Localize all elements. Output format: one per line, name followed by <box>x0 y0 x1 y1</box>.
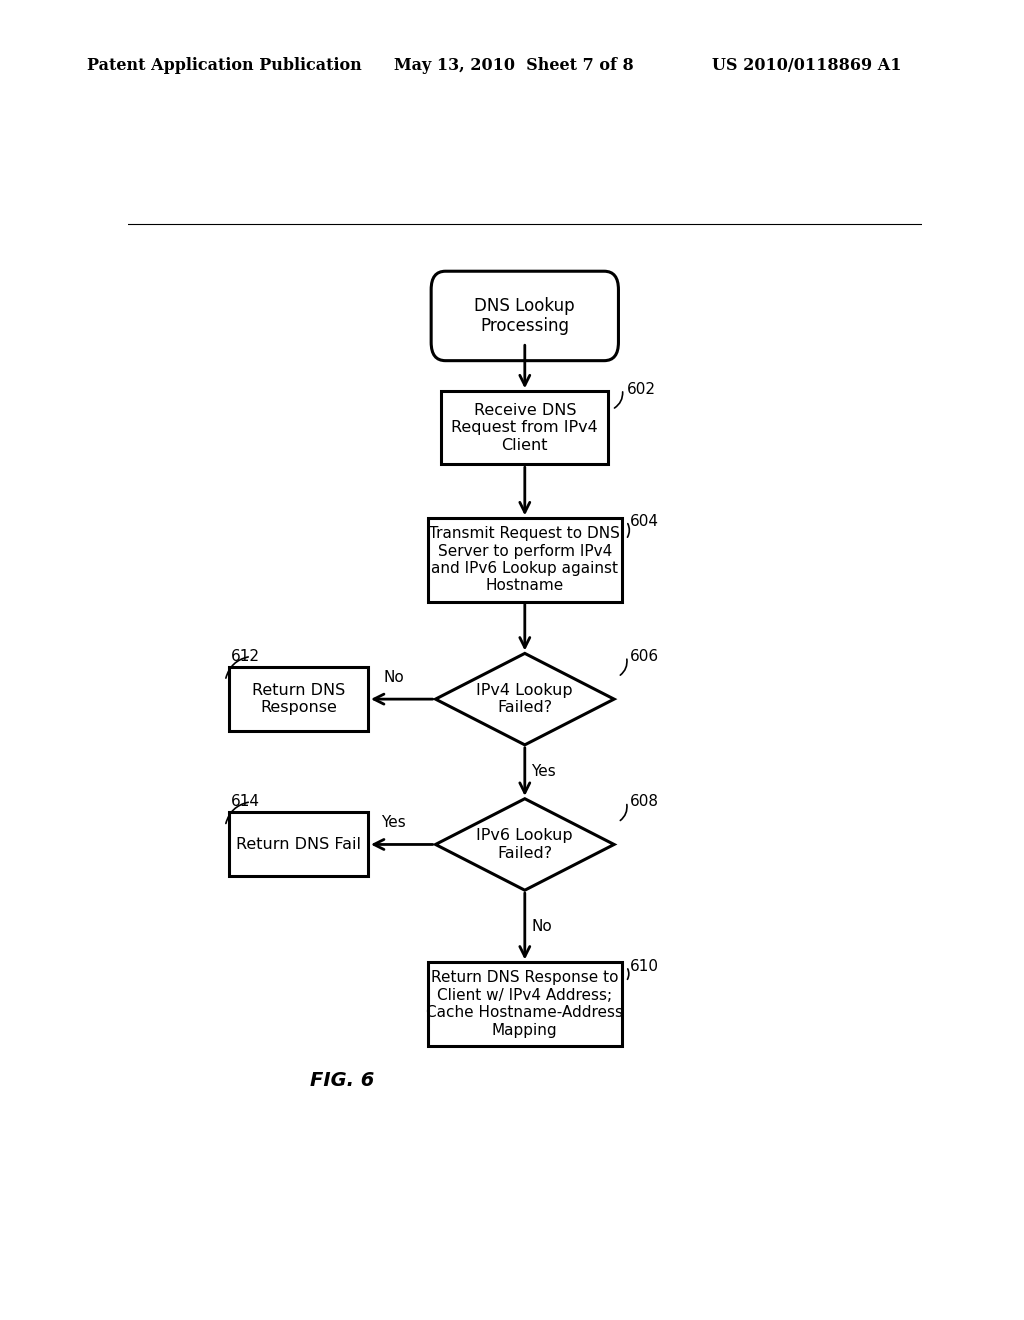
Text: 604: 604 <box>631 513 659 529</box>
Bar <box>428 519 622 602</box>
Text: 606: 606 <box>631 649 659 664</box>
Text: IPv6 Lookup
Failed?: IPv6 Lookup Failed? <box>476 828 573 861</box>
Text: No: No <box>531 919 552 933</box>
Text: Return DNS Fail: Return DNS Fail <box>237 837 361 851</box>
Polygon shape <box>435 799 614 890</box>
Text: Yes: Yes <box>531 764 556 779</box>
Text: No: No <box>383 669 404 685</box>
Text: 612: 612 <box>231 649 260 664</box>
Bar <box>428 962 622 1045</box>
Text: US 2010/0118869 A1: US 2010/0118869 A1 <box>712 58 901 74</box>
Text: DNS Lookup
Processing: DNS Lookup Processing <box>474 297 575 335</box>
Text: Receive DNS
Request from IPv4
Client: Receive DNS Request from IPv4 Client <box>452 403 598 453</box>
Text: Patent Application Publication: Patent Application Publication <box>87 58 361 74</box>
Text: 614: 614 <box>231 795 260 809</box>
Text: Return DNS
Response: Return DNS Response <box>252 682 345 715</box>
Bar <box>229 812 368 876</box>
Polygon shape <box>435 653 614 744</box>
FancyBboxPatch shape <box>431 271 618 360</box>
Bar <box>441 391 608 465</box>
Text: Transmit Request to DNS
Server to perform IPv4
and IPv6 Lookup against
Hostname: Transmit Request to DNS Server to perfor… <box>429 527 621 594</box>
Text: FIG. 6: FIG. 6 <box>310 1071 375 1090</box>
Text: IPv4 Lookup
Failed?: IPv4 Lookup Failed? <box>476 682 573 715</box>
Bar <box>229 667 368 731</box>
Text: Return DNS Response to
Client w/ IPv4 Address;
Cache Hostname-Address
Mapping: Return DNS Response to Client w/ IPv4 Ad… <box>426 970 624 1038</box>
Text: 608: 608 <box>631 795 659 809</box>
Text: May 13, 2010  Sheet 7 of 8: May 13, 2010 Sheet 7 of 8 <box>394 58 634 74</box>
Text: Yes: Yes <box>382 816 407 830</box>
Text: 602: 602 <box>627 381 655 396</box>
Text: 610: 610 <box>631 958 659 974</box>
